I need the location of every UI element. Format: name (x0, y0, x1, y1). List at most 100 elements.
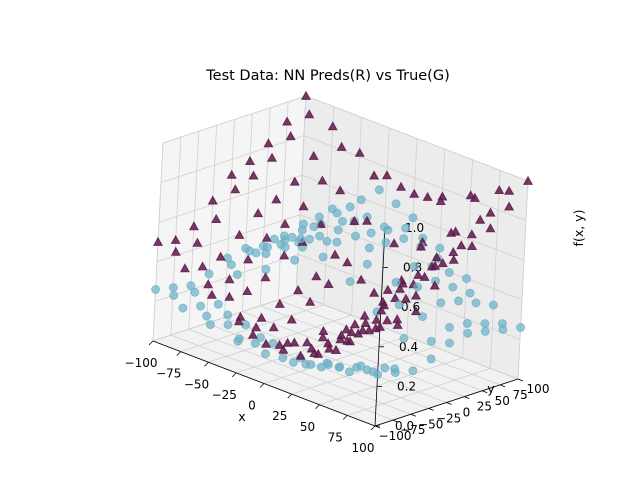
true-point (338, 216, 347, 226)
pred-point (317, 332, 328, 342)
pred-point (335, 185, 346, 195)
pred-point (305, 296, 316, 306)
z-grid-back (305, 95, 529, 182)
pred-point (336, 141, 347, 151)
true-point (345, 277, 355, 286)
y-tick-mark (410, 413, 416, 417)
pred-point (466, 240, 478, 250)
true-point (435, 243, 445, 253)
pred-point (306, 343, 317, 353)
true-point (374, 185, 384, 195)
pred-point (224, 291, 235, 301)
pred-point (361, 215, 373, 225)
pred-point (170, 246, 181, 256)
pred-point (360, 317, 371, 327)
y-tick-label: 50 (495, 394, 510, 408)
z-tick-label: 0.2 (397, 379, 416, 393)
pred-point (289, 337, 300, 347)
y-tick-label: 75 (512, 388, 527, 402)
pred-point (256, 312, 267, 322)
y-grid-floor (224, 317, 447, 403)
true-point (316, 362, 326, 372)
pred-point (357, 325, 368, 335)
x-tick-label: 75 (328, 430, 343, 444)
y-tick-label: 100 (527, 382, 550, 396)
pred-point (274, 339, 285, 349)
true-point (390, 368, 400, 378)
pred-point (274, 298, 285, 308)
y-tick-mark (392, 419, 399, 423)
true-point (309, 222, 319, 232)
true-point (445, 338, 454, 348)
true-point (202, 311, 212, 321)
pred-point (298, 201, 309, 211)
z-axis-label: f(x, y) (571, 210, 586, 247)
true-point (366, 228, 376, 238)
pred-point (192, 237, 203, 247)
true-point (408, 213, 418, 223)
pred-point (376, 305, 387, 315)
true-point (516, 323, 526, 332)
z-grid-left (160, 135, 305, 183)
x-tick-label: −50 (184, 377, 209, 391)
chart-title: Test Data: NN Preds(R) vs True(G) (205, 68, 449, 84)
true-point (178, 303, 188, 313)
pred-point (179, 263, 190, 273)
true-point (232, 270, 242, 280)
pred-point (260, 338, 272, 348)
true-point (409, 262, 419, 271)
true-point (169, 290, 179, 300)
true-point (290, 255, 300, 265)
pred-point (415, 241, 426, 251)
true-point (356, 195, 366, 205)
pred-point (244, 155, 256, 165)
y-tick-mark (499, 384, 506, 388)
true-point (250, 338, 260, 348)
pred-point (300, 90, 312, 100)
x-tick-label: −75 (156, 367, 181, 381)
pred-point (419, 271, 430, 281)
true-point (391, 277, 401, 287)
true-point (480, 326, 490, 336)
pred-point (413, 269, 424, 279)
true-point (465, 288, 475, 298)
true-point (298, 219, 308, 229)
pred-point (170, 234, 181, 244)
pred-point (382, 315, 393, 325)
y-grid-left (224, 119, 235, 318)
true-point (327, 204, 337, 214)
pred-point (152, 236, 164, 246)
true-point (463, 328, 473, 338)
true-point (356, 361, 366, 371)
true-point (394, 300, 404, 310)
pred-point (390, 292, 401, 302)
pred-point (295, 350, 306, 360)
true-point (278, 353, 288, 363)
pred-point (504, 185, 515, 195)
true-point (344, 367, 354, 377)
y-tick-mark (428, 408, 434, 411)
z-tick-label: 1.0 (405, 221, 424, 235)
pred-point (315, 218, 326, 228)
y-tick-mark (464, 396, 470, 399)
pred-point (323, 338, 334, 348)
pred-point (302, 337, 313, 347)
z-tick-label: 0.4 (399, 340, 418, 354)
y-tick-label: 25 (477, 400, 492, 414)
true-point (226, 260, 236, 270)
true-point (288, 357, 298, 367)
true-point (454, 296, 463, 306)
true-point (399, 333, 409, 343)
pred-point (197, 261, 208, 271)
true-point (280, 235, 290, 245)
pred-point (261, 232, 272, 242)
pred-point (392, 319, 403, 329)
z-grid-left (158, 174, 303, 223)
pred-point (504, 201, 515, 211)
pred-point (282, 337, 293, 347)
true-point (190, 287, 200, 297)
pred-point (394, 283, 406, 293)
true-point (488, 300, 498, 310)
pred-point (395, 181, 407, 191)
true-point (364, 243, 374, 253)
